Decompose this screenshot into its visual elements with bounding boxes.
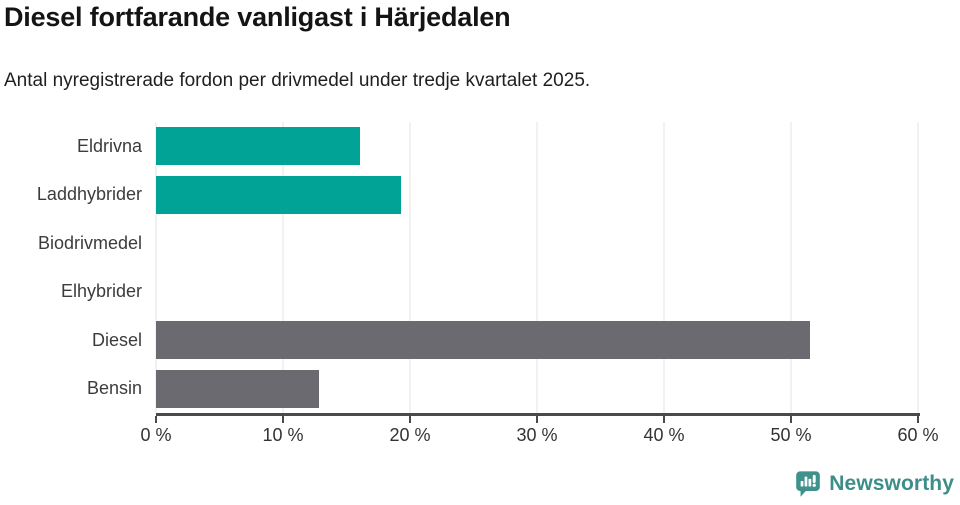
x-tick-label: 50 % xyxy=(770,425,812,445)
bar-row: Eldrivna xyxy=(0,122,918,171)
category-label: Elhybrider xyxy=(60,281,142,302)
category-label: Diesel xyxy=(91,329,142,350)
category-label: Biodrivmedel xyxy=(37,232,142,253)
x-axis-tick xyxy=(790,416,792,423)
x-tick-label: 30 % xyxy=(516,425,558,445)
x-axis-tick xyxy=(409,416,411,423)
category-label: Eldrivna xyxy=(76,135,142,156)
bar-rows: Eldrivna Laddhybrider Biodrivmedel Elhybrid… xyxy=(0,122,918,413)
x-axis-ticks: 0 % 10 % 20 % 30 % 40 % 50 % 60 % xyxy=(140,122,939,452)
bar-track xyxy=(156,369,918,408)
bar xyxy=(156,175,402,214)
bar xyxy=(156,369,319,408)
x-tick-label: 60 % xyxy=(897,425,939,445)
bar-row: Laddhybrider xyxy=(0,171,918,220)
bar-track xyxy=(156,321,918,360)
x-axis-tick xyxy=(663,416,665,423)
chart-title: Diesel fortfarande vanligast i Härjedale… xyxy=(4,2,511,32)
bar-row: Diesel xyxy=(0,316,918,365)
gridline xyxy=(663,122,665,413)
x-axis-line xyxy=(156,413,920,416)
x-axis-tick xyxy=(536,416,538,423)
bar xyxy=(156,321,811,360)
bar-row: Elhybrider xyxy=(0,268,918,317)
bar-row: Bensin xyxy=(0,365,918,414)
x-axis-tick xyxy=(917,416,919,423)
bar-track xyxy=(156,127,918,166)
gridline xyxy=(282,122,284,413)
brand-name: Newsworthy xyxy=(829,472,954,495)
gridline xyxy=(409,122,411,413)
plot-area xyxy=(155,122,919,413)
x-tick-label: 20 % xyxy=(389,425,431,445)
x-tick-label: 0 % xyxy=(140,425,172,445)
brand-footer: Newsworthy xyxy=(794,469,954,499)
x-tick-label: 40 % xyxy=(643,425,685,445)
gridline xyxy=(536,122,538,413)
gridline xyxy=(155,122,157,413)
chart-subtitle: Antal nyregistrerade fordon per drivmede… xyxy=(4,70,591,91)
bar-track xyxy=(156,175,918,214)
gridline xyxy=(917,122,919,413)
bar-chart: Eldrivna Laddhybrider Biodrivmedel Elhybrid… xyxy=(0,122,960,452)
category-label: Bensin xyxy=(86,378,142,399)
newsworthy-chart-bubble-icon xyxy=(796,471,821,497)
bar-row: Biodrivmedel xyxy=(0,219,918,268)
gridline xyxy=(790,122,792,413)
category-label: Laddhybrider xyxy=(36,184,142,205)
x-axis-tick xyxy=(282,416,284,423)
x-tick-label: 10 % xyxy=(262,425,304,445)
x-axis-tick xyxy=(155,416,157,423)
bar xyxy=(156,127,361,166)
